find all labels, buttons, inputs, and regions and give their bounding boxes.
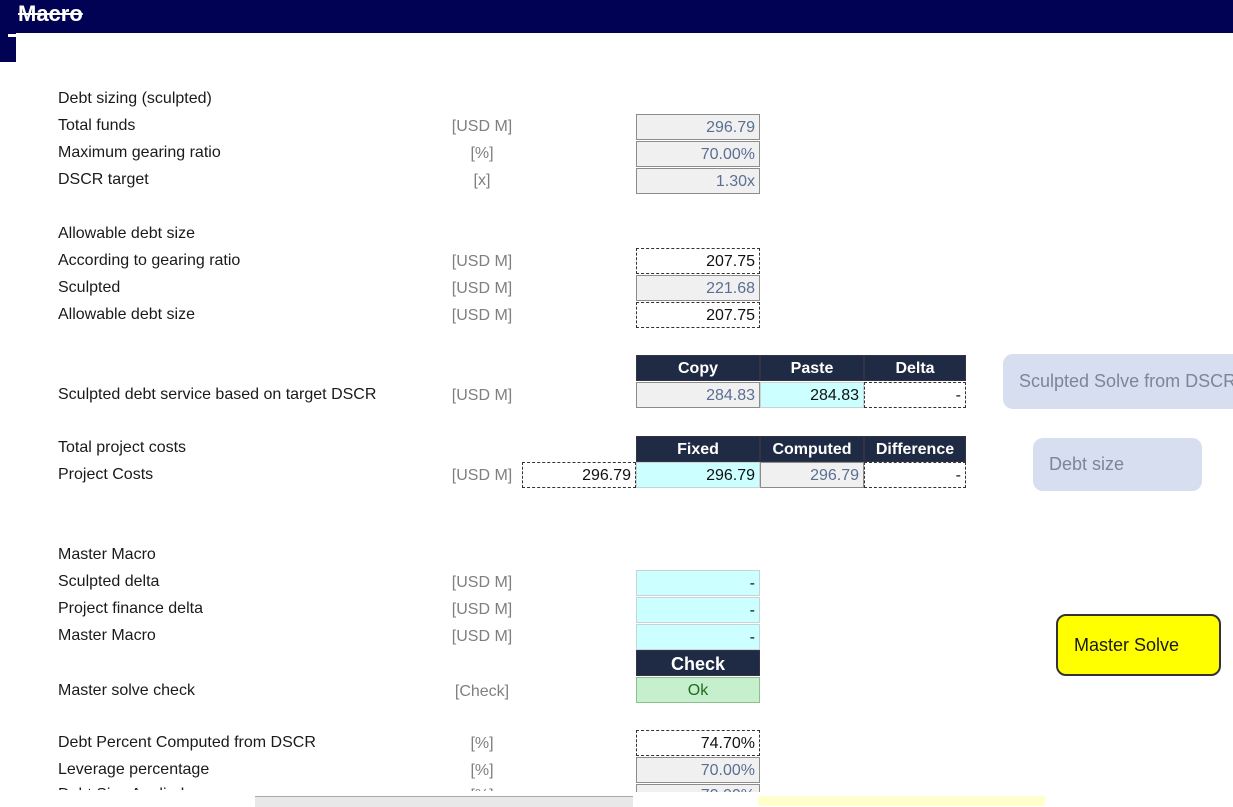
label-master-check: Master solve check: [58, 682, 195, 699]
unit-debt-percent: [%]: [470, 735, 494, 752]
dscr-target-cell[interactable]: 1.30x: [636, 168, 760, 194]
section-master-macro: Master Macro: [58, 546, 156, 563]
label-debt-size-applied: Debt Size Applied: [58, 786, 185, 803]
unit-max-gearing: [%]: [470, 145, 494, 162]
label-sculpted: Sculpted: [58, 279, 121, 296]
horizontal-scrollbar[interactable]: [255, 796, 633, 807]
debt-size-button[interactable]: Debt size: [1033, 438, 1202, 491]
gearing-ratio-cell[interactable]: 207.75: [636, 248, 760, 274]
header-delta: Delta: [864, 355, 966, 381]
label-project-costs: Project Costs: [58, 466, 154, 483]
label-max-gearing: Maximum gearing ratio: [58, 144, 221, 161]
unit-project-costs: [USD M]: [451, 467, 513, 484]
header-difference: Difference: [864, 436, 966, 462]
pf-delta-cell[interactable]: -: [636, 597, 760, 623]
check-ok-cell[interactable]: Ok: [636, 677, 760, 703]
label-pf-delta: Project finance delta: [58, 600, 203, 617]
sculpted-delta-cell[interactable]: -: [636, 570, 760, 596]
unit-dscr-target: [x]: [473, 172, 491, 189]
label-sculpted-delta: Sculpted delta: [58, 573, 160, 590]
leverage-cell[interactable]: 70.00%: [636, 757, 760, 783]
sculpted-solve-button[interactable]: Sculpted Solve from DSCR: [1003, 354, 1233, 409]
delta-cell[interactable]: -: [864, 382, 966, 408]
master-macro-cell[interactable]: -: [636, 624, 760, 650]
unit-sculpted: [USD M]: [451, 280, 513, 297]
label-sculpted-service: Sculpted debt service based on target DS…: [58, 386, 377, 403]
section-allowable: Allowable debt size: [58, 225, 195, 242]
header-tab-mark: [8, 34, 16, 37]
max-gearing-cell[interactable]: 70.00%: [636, 141, 760, 167]
unit-master-macro: [USD M]: [451, 628, 513, 645]
unit-allowable-debt: [USD M]: [451, 307, 513, 324]
label-debt-percent: Debt Percent Computed from DSCR: [58, 734, 316, 751]
debt-size-applied-cell[interactable]: 70.00%: [636, 784, 760, 792]
copy-cell[interactable]: 284.83: [636, 382, 760, 408]
sheet-title: Macro: [18, 1, 83, 26]
paste-cell[interactable]: 284.83: [760, 382, 864, 408]
unit-pf-delta: [USD M]: [451, 601, 513, 618]
label-leverage: Leverage percentage: [58, 761, 210, 778]
debt-percent-cell[interactable]: 74.70%: [636, 730, 760, 756]
label-master-macro: Master Macro: [58, 627, 156, 644]
unit-leverage: [%]: [470, 762, 494, 779]
label-gearing-ratio: According to gearing ratio: [58, 252, 241, 269]
sculpted-cell[interactable]: 221.68: [636, 275, 760, 301]
unit-gearing-ratio: [USD M]: [451, 253, 513, 270]
section-debt-sizing: Debt sizing (sculpted): [58, 90, 212, 107]
label-dscr-target: DSCR target: [58, 171, 149, 188]
project-costs-pre-cell[interactable]: 296.79: [522, 462, 636, 488]
label-total-funds: Total funds: [58, 117, 136, 134]
header-tab: [0, 33, 16, 62]
header-check: Check: [636, 650, 760, 676]
difference-cell[interactable]: -: [864, 462, 966, 488]
unit-master-check: [Check]: [454, 683, 510, 700]
header-copy: Copy: [636, 355, 760, 381]
unit-debt-size-applied: [%]: [400, 787, 564, 791]
total-funds-cell[interactable]: 296.79: [636, 114, 760, 140]
unit-sculpted-delta: [USD M]: [451, 574, 513, 591]
computed-cell[interactable]: 296.79: [760, 462, 864, 488]
unit-sculpted-service: [USD M]: [451, 387, 513, 404]
note-strip: [758, 796, 1045, 806]
header-paste: Paste: [760, 355, 864, 381]
header-computed: Computed: [760, 436, 864, 462]
fixed-cell[interactable]: 296.79: [636, 462, 760, 488]
label-allowable-debt: Allowable debt size: [58, 306, 195, 323]
title-bar: [0, 0, 1233, 33]
header-fixed: Fixed: [636, 436, 760, 462]
unit-total-funds: [USD M]: [451, 118, 513, 135]
section-project-costs: Total project costs: [58, 439, 187, 456]
master-solve-button[interactable]: Master Solve: [1056, 614, 1221, 676]
allowable-debt-cell[interactable]: 207.75: [636, 302, 760, 328]
